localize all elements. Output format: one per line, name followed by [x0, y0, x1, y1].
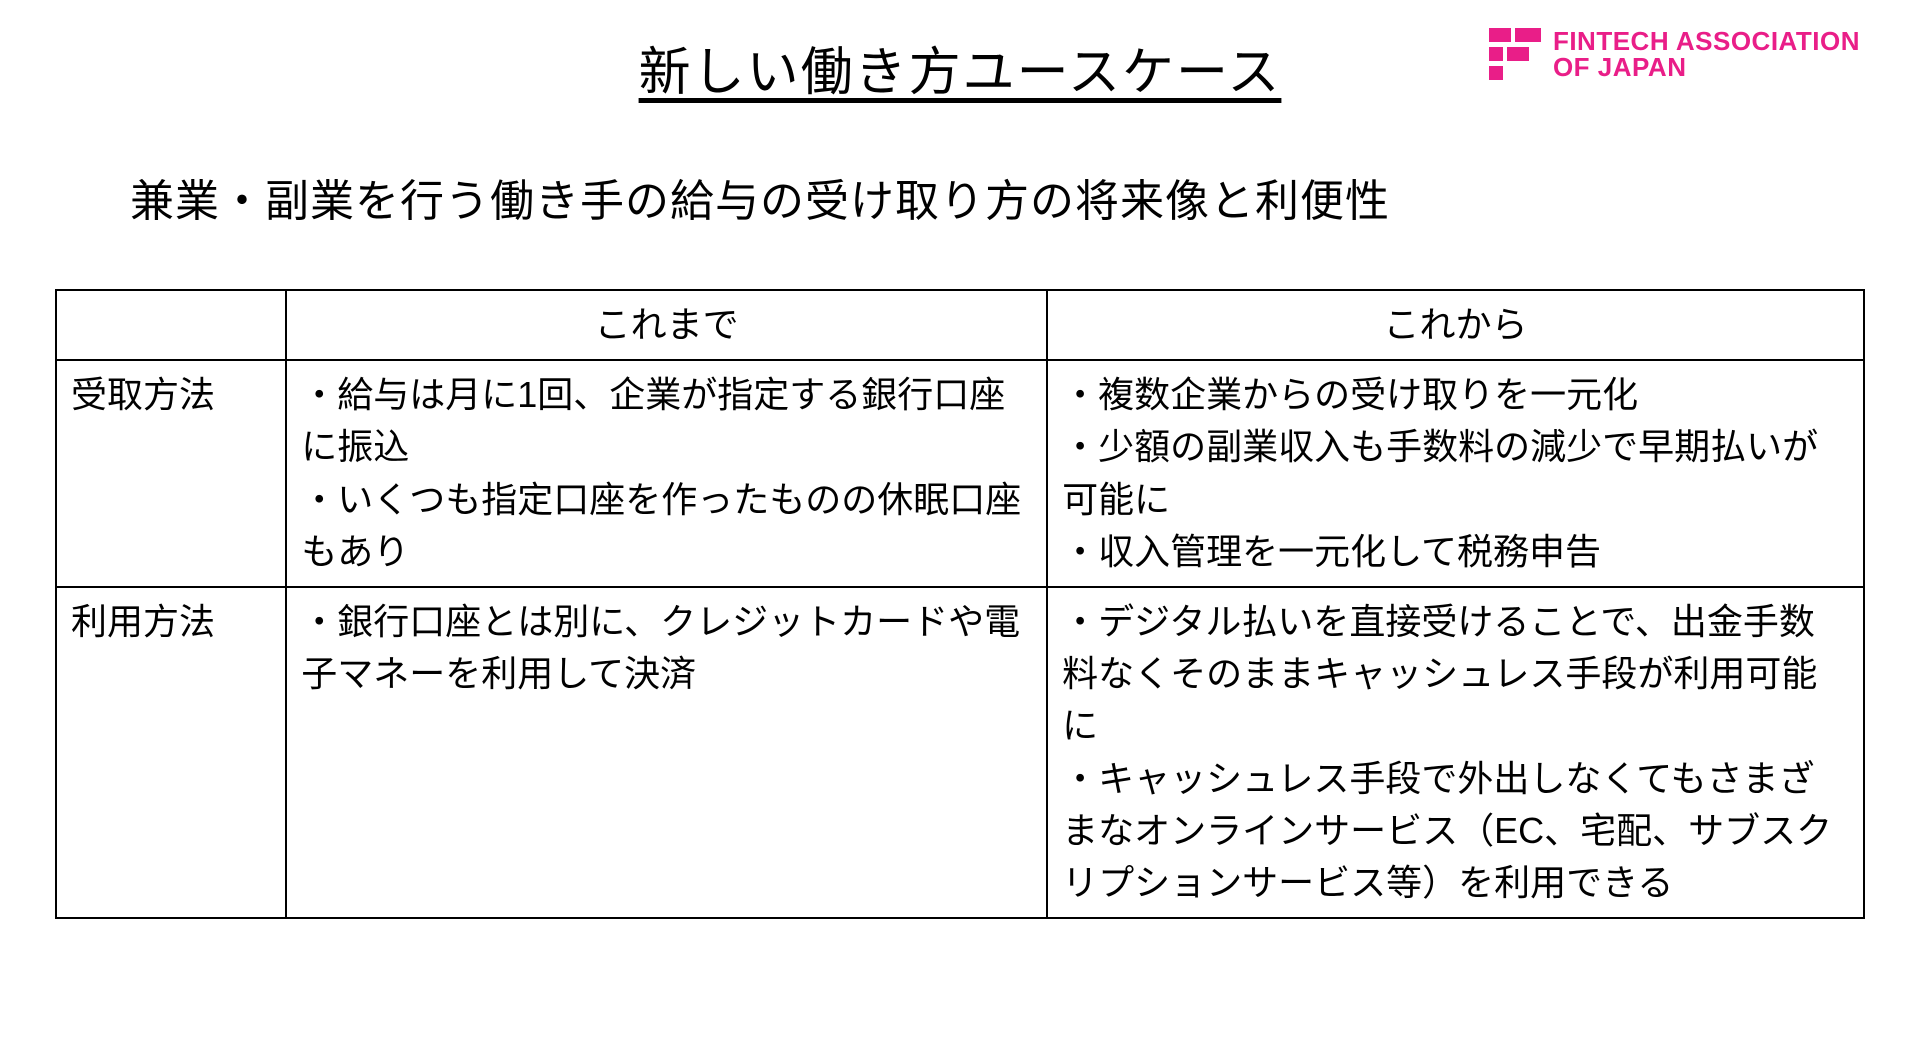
row-label-usage: 利用方法 [56, 587, 286, 918]
brand-logo: FINTECH ASSOCIATION OF JAPAN [1489, 28, 1860, 80]
logo-text: FINTECH ASSOCIATION OF JAPAN [1553, 28, 1860, 80]
cell-receive-after: ・複数企業からの受け取りを一元化 ・少額の副業収入も手数料の減少で早期払いが可能… [1047, 360, 1864, 587]
table-row: 利用方法 ・銀行口座とは別に、クレジットカードや電子マネーを利用して決済 ・デジ… [56, 587, 1864, 918]
table-header-before: これまで [286, 290, 1047, 360]
table-header-row: これまで これから [56, 290, 1864, 360]
logo-text-line2: OF JAPAN [1553, 54, 1860, 80]
cell-usage-before: ・銀行口座とは別に、クレジットカードや電子マネーを利用して決済 [286, 587, 1047, 918]
table-header-after: これから [1047, 290, 1864, 360]
logo-f-icon [1489, 28, 1541, 80]
cell-receive-before: ・給与は月に1回、企業が指定する銀行口座に振込 ・いくつも指定口座を作ったものの… [286, 360, 1047, 587]
logo-text-line1: FINTECH ASSOCIATION [1553, 28, 1860, 54]
row-label-receive: 受取方法 [56, 360, 286, 587]
table-row: 受取方法 ・給与は月に1回、企業が指定する銀行口座に振込 ・いくつも指定口座を作… [56, 360, 1864, 587]
cell-usage-after: ・デジタル払いを直接受けることで、出金手数料なくそのままキャッシュレス手段が利用… [1047, 587, 1864, 918]
comparison-table: これまで これから 受取方法 ・給与は月に1回、企業が指定する銀行口座に振込 ・… [55, 289, 1865, 919]
page-subtitle: 兼業・副業を行う働き手の給与の受け取り方の将来像と利便性 [130, 165, 1920, 229]
table-corner-cell [56, 290, 286, 360]
